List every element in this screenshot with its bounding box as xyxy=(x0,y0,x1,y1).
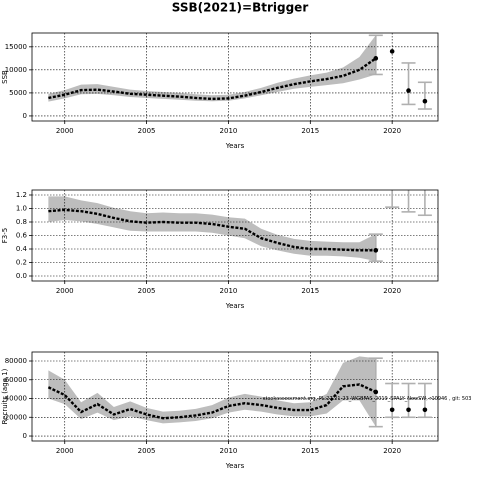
y-axis-label: Recruits (age 1) xyxy=(1,368,9,424)
error-bar xyxy=(401,190,416,213)
point xyxy=(406,88,411,93)
plot-area xyxy=(32,190,438,281)
confidence-band xyxy=(48,356,376,427)
x-tick-label: 2010 xyxy=(220,447,238,455)
point xyxy=(406,407,411,413)
x-tick-label: 2010 xyxy=(220,287,238,295)
error-bar xyxy=(417,81,432,110)
axes-frame xyxy=(31,351,439,442)
error-bar xyxy=(385,190,400,208)
x-tick-label: 2015 xyxy=(301,287,319,295)
x-tick-label: 2010 xyxy=(220,127,238,135)
y-tick-label: 0 xyxy=(23,112,27,120)
y-axis-label: F3-5 xyxy=(1,228,9,243)
axes-frame xyxy=(31,189,439,282)
x-tick-label: 2015 xyxy=(301,447,319,455)
estimate-line xyxy=(47,383,377,420)
point xyxy=(373,56,379,61)
error-bar xyxy=(368,34,383,76)
x-axis-label: Years xyxy=(225,462,245,470)
y-tick-label: 10000 xyxy=(5,66,27,74)
panel: 2000 2005 2010 2015 2020 0 20000 40000 60000 8000… xyxy=(1,351,471,470)
y-tick-label: 60000 xyxy=(5,376,27,384)
point xyxy=(422,407,428,413)
y-tick-label: 80000 xyxy=(5,357,27,365)
plot-area xyxy=(32,352,438,441)
y-tick-label: 15000 xyxy=(5,43,27,51)
x-tick-label: 2005 xyxy=(138,447,156,455)
plot-area xyxy=(32,33,438,121)
x-axis-label: Years xyxy=(225,142,245,150)
x-tick-label: 2005 xyxy=(138,287,156,295)
x-tick-label: 2000 xyxy=(56,447,74,455)
x-axis-label: Years xyxy=(225,302,245,310)
x-tick-label: 2020 xyxy=(383,127,401,135)
y-tick-label: 0.2 xyxy=(16,259,27,267)
panel: 2000 2005 2010 2015 2020 0.0 0.2 0.4 0.6 0.8 1.0 1.… xyxy=(1,189,439,310)
error-bar xyxy=(417,190,432,217)
confidence-band xyxy=(48,196,376,262)
y-tick-label: 1.0 xyxy=(16,204,27,212)
point xyxy=(373,248,379,253)
y-axis-label: SSB xyxy=(1,70,9,84)
x-tick-label: 2000 xyxy=(56,287,74,295)
point xyxy=(389,49,395,54)
annotation: stockassessment.org, PL:27.21-23_WGBFAS_… xyxy=(263,396,471,402)
y-tick-label: 40000 xyxy=(5,395,27,403)
estimate-line xyxy=(48,208,376,252)
point xyxy=(389,407,395,413)
y-tick-label: 1.2 xyxy=(16,191,27,199)
x-tick-label: 2000 xyxy=(56,127,74,135)
y-tick-label: 5000 xyxy=(9,89,27,97)
y-tick-label: 0.8 xyxy=(16,218,27,226)
x-tick-label: 2005 xyxy=(138,127,156,135)
panel: 2000 2005 2010 2015 2020 0 5000 10000 15000 Years… xyxy=(1,1,439,150)
y-tick-label: 0.6 xyxy=(16,232,28,240)
y-tick-label: 0.4 xyxy=(16,245,28,253)
error-bar xyxy=(368,233,383,262)
y-tick-label: 0 xyxy=(23,432,27,440)
axes-frame xyxy=(31,32,439,122)
point xyxy=(422,98,428,104)
x-tick-label: 2015 xyxy=(301,127,319,135)
y-tick-label: 20000 xyxy=(5,413,27,421)
point xyxy=(373,389,379,395)
error-bar xyxy=(401,62,416,106)
estimate-line xyxy=(48,57,377,101)
y-tick-label: 0.0 xyxy=(16,272,27,280)
x-tick-label: 2020 xyxy=(383,287,401,295)
chart-title: SSB(2021)=Btrigger xyxy=(172,1,309,15)
confidence-band xyxy=(48,35,376,102)
x-tick-label: 2020 xyxy=(383,447,401,455)
